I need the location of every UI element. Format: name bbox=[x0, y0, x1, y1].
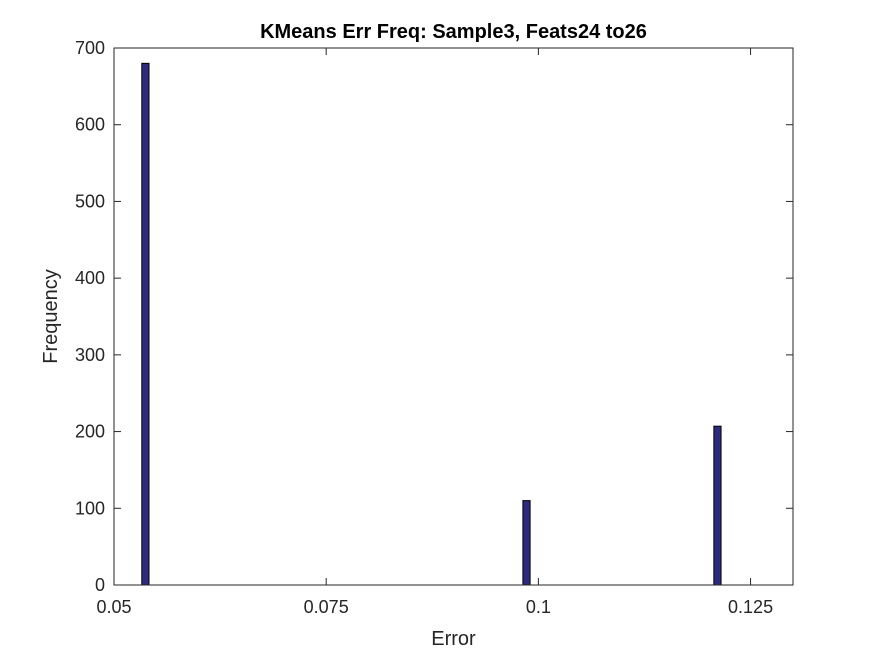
bars-group bbox=[141, 62, 722, 586]
y-tick-label: 300 bbox=[75, 345, 105, 365]
chart-title: KMeans Err Freq: Sample3, Feats24 to26 bbox=[260, 21, 647, 43]
bar-1 bbox=[522, 500, 531, 586]
y-tick-label: 600 bbox=[75, 115, 105, 135]
x-ticks-group: 0.05 0.075 0.1 0.125 bbox=[96, 48, 773, 617]
y-tick-label: 500 bbox=[75, 191, 105, 211]
y-axis-label: Frequency bbox=[40, 269, 62, 364]
x-tick-label: 0.125 bbox=[728, 597, 773, 617]
bar-0 bbox=[141, 62, 150, 586]
plot-background bbox=[114, 48, 793, 585]
axes-box bbox=[113, 47, 794, 586]
y-tick-label: 100 bbox=[75, 498, 105, 518]
x-tick-label: 0.1 bbox=[526, 597, 551, 617]
y-ticks-group: 0 100 200 300 400 500 600 700 bbox=[75, 38, 793, 595]
x-tick-label: 0.05 bbox=[96, 597, 131, 617]
y-tick-label: 200 bbox=[75, 422, 105, 442]
x-axis-label: Error bbox=[431, 628, 476, 650]
y-tick-label: 400 bbox=[75, 268, 105, 288]
bar-2 bbox=[713, 425, 722, 586]
y-tick-label: 700 bbox=[75, 38, 105, 58]
y-tick-label: 0 bbox=[95, 575, 105, 595]
x-tick-label: 0.075 bbox=[304, 597, 349, 617]
